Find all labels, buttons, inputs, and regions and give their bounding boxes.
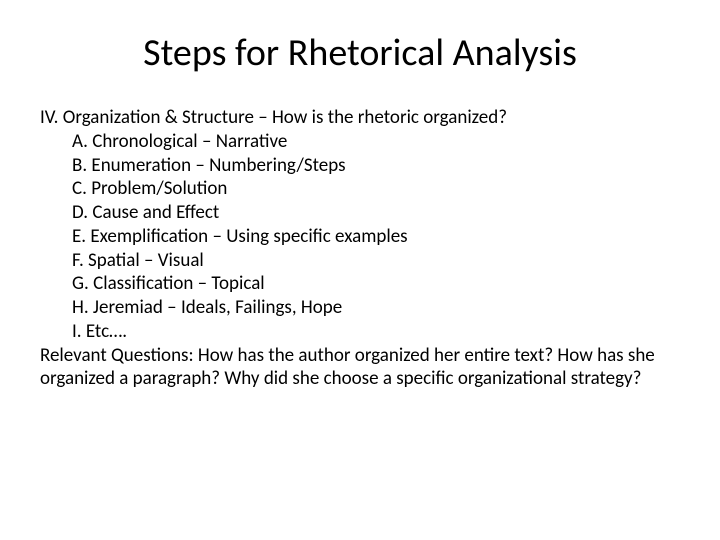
item-e: E. Exemplification – Using specific exam… [40, 225, 680, 249]
item-f: F. Spatial – Visual [40, 249, 680, 273]
slide-body: IV. Organization & Structure – How is th… [40, 106, 680, 391]
item-b: B. Enumeration – Numbering/Steps [40, 154, 680, 178]
slide-container: Steps for Rhetorical Analysis IV. Organi… [0, 0, 720, 411]
item-c: C. Problem/Solution [40, 177, 680, 201]
item-h: H. Jeremiad – Ideals, Failings, Hope [40, 296, 680, 320]
item-g: G. Classification – Topical [40, 272, 680, 296]
slide-title: Steps for Rhetorical Analysis [40, 30, 680, 76]
item-d: D. Cause and Effect [40, 201, 680, 225]
item-a: A. Chronological – Narrative [40, 130, 680, 154]
relevant-questions: Relevant Questions: How has the author o… [40, 344, 680, 392]
item-i: I. Etc…. [40, 320, 680, 344]
section-heading: IV. Organization & Structure – How is th… [40, 106, 680, 130]
